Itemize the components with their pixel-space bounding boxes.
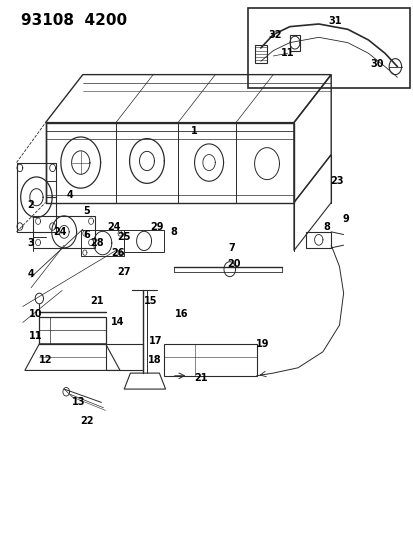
Text: 18: 18 (148, 355, 161, 365)
Text: 24: 24 (53, 227, 66, 237)
Text: 31: 31 (328, 17, 341, 26)
Text: 26: 26 (111, 248, 124, 258)
Text: 11: 11 (280, 49, 294, 58)
Text: 7: 7 (228, 243, 235, 253)
Text: 11: 11 (28, 331, 42, 341)
Text: 24: 24 (107, 222, 120, 231)
Text: 4: 4 (28, 270, 34, 279)
Text: 20: 20 (227, 259, 240, 269)
Text: 10: 10 (28, 310, 42, 319)
Text: 8: 8 (170, 227, 177, 237)
Text: 93108  4200: 93108 4200 (21, 13, 126, 28)
Text: 15: 15 (144, 296, 157, 306)
Text: 13: 13 (72, 398, 85, 407)
Text: 29: 29 (150, 222, 164, 231)
Text: 14: 14 (111, 318, 124, 327)
Text: 8: 8 (323, 222, 330, 231)
Text: 27: 27 (117, 267, 131, 277)
Text: 23: 23 (330, 176, 343, 186)
Text: 6: 6 (83, 230, 90, 239)
Text: 1: 1 (191, 126, 197, 135)
Text: 12: 12 (39, 355, 52, 365)
Bar (248, 8, 409, 88)
Text: 17: 17 (148, 336, 161, 346)
Text: 3: 3 (28, 238, 34, 247)
Text: 2: 2 (28, 200, 34, 210)
Text: 32: 32 (268, 30, 281, 39)
Text: 19: 19 (256, 339, 269, 349)
Text: 22: 22 (80, 416, 93, 426)
Text: 5: 5 (83, 206, 90, 215)
Text: 28: 28 (90, 238, 104, 247)
Text: 21: 21 (90, 296, 104, 306)
Text: 16: 16 (175, 310, 188, 319)
Text: 4: 4 (67, 190, 74, 199)
Text: 9: 9 (342, 214, 348, 223)
Text: 25: 25 (117, 232, 131, 242)
Text: 30: 30 (369, 59, 382, 69)
Text: 21: 21 (194, 374, 207, 383)
